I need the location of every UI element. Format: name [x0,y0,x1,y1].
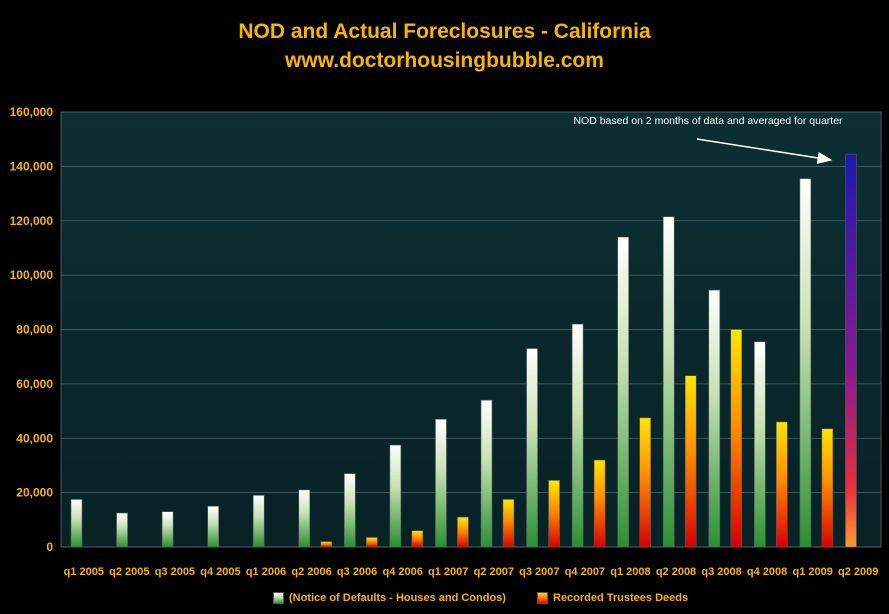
x-tick-label: q4 2006 [382,566,422,578]
y-tick-label: 80,000 [16,323,53,337]
bar-nod [708,289,721,548]
bar-trustee-deeds [593,459,606,548]
annotation-text: NOD based on 2 months of data and averag… [573,115,843,127]
y-tick-label: 20,000 [16,486,53,500]
y-tick-label: 100,000 [10,268,54,282]
bar-nod [389,444,402,548]
bar-nod [754,341,766,548]
y-axis-ticks: 0 20,000 40,000 60,000 80,000 100,000 120,000 1… [10,105,54,554]
bar-trustee-deeds [639,417,651,548]
y-tick-label: 120,000 [10,214,54,228]
chart-subtitle: www.doctorhousingbubble.com [285,49,604,72]
legend-item-nod: (Notice of Defaults - Houses and Condos) [273,592,506,604]
legend-label-trustee-deeds: Recorded Trustees Deeds [553,592,689,604]
bar-trustee-deeds [548,480,560,548]
x-tick-label: q4 2005 [200,566,240,578]
bar-nod [344,473,356,548]
bar-nod [571,323,584,548]
bar-nod [116,512,128,548]
bar-nod [298,489,311,548]
bar-trustee-deeds [684,375,697,548]
x-tick-label: q1 2006 [246,566,286,578]
bar-trustee-deeds [457,516,469,548]
y-tick-label: 140,000 [10,159,54,173]
x-axis-ticks: q1 2005 q2 2005 q3 2005 q4 2005 q1 2006 q2 20… [64,566,879,578]
y-tick-label: 0 [46,540,53,554]
x-tick-label: q1 2009 [792,566,832,578]
legend-label-nod: (Notice of Defaults - Houses and Condos) [289,592,506,604]
bar-trustee-deeds [776,421,788,548]
x-tick-label: q4 2008 [747,566,787,578]
x-tick-label: q2 2005 [109,566,149,578]
y-tick-label: 60,000 [16,377,53,391]
x-tick-label: q1 2007 [428,566,468,578]
y-tick-label: 40,000 [16,431,53,445]
x-tick-label: q3 2006 [337,566,377,578]
x-tick-label: q2 2008 [656,566,696,578]
gridlines [61,111,881,548]
bar-nod [252,495,265,548]
bar-nod [662,216,675,548]
bar-nod [617,236,629,548]
bar-nod [435,418,447,548]
x-tick-label: q2 2009 [838,566,878,578]
bar-trustee-deeds [502,499,515,548]
annotation-arrow [696,138,833,164]
chart-title: NOD and Actual Foreclosures - California [238,20,651,43]
x-tick-label: q1 2005 [64,566,104,578]
x-tick-label: q2 2006 [291,566,331,578]
x-tick-label: q3 2007 [519,566,559,578]
legend-swatch-nod [273,592,284,604]
bars [70,153,857,548]
bar-trustee-deeds [730,329,743,548]
bar-trustee-deeds [411,530,424,548]
x-tick-label: q1 2008 [610,566,650,578]
legend-swatch-trustee-deeds [537,592,548,604]
bar-nod [799,178,812,548]
bar-nod [207,505,219,548]
bar-trustee-deeds [821,428,834,548]
x-tick-label: q2 2007 [474,566,514,578]
bar-nod [70,499,83,548]
bar-nod [161,511,174,548]
legend: (Notice of Defaults - Houses and Condos)… [0,592,889,610]
bar-nod-highlight [845,153,857,548]
bar-nod [480,399,493,548]
y-tick-label: 160,000 [10,105,54,119]
bar-trustee-deeds [366,537,378,548]
bar-trustee-deeds [320,541,333,548]
x-tick-label: q3 2005 [155,566,195,578]
legend-item-trustee-deeds: Recorded Trustees Deeds [537,592,688,604]
x-tick-label: q4 2007 [565,566,605,578]
bar-nod [526,348,538,548]
x-tick-label: q3 2008 [701,566,741,578]
